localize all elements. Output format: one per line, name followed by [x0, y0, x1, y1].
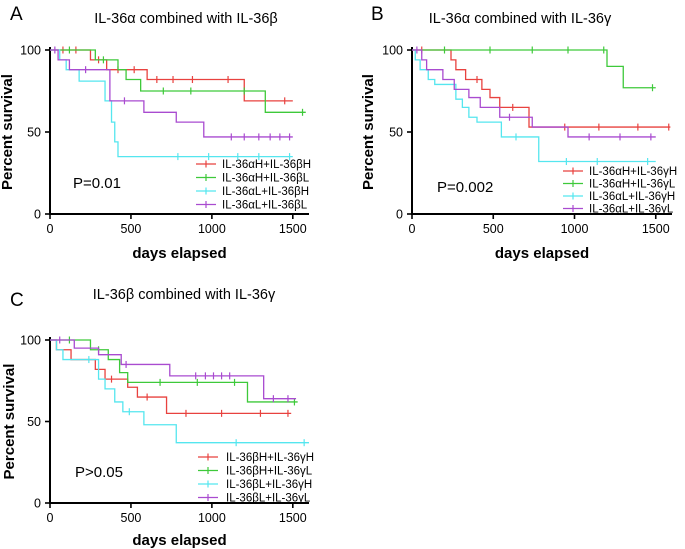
- x-axis-label: days elapsed: [132, 532, 226, 549]
- chart-title: IL-36β combined with IL-36γ: [93, 287, 276, 303]
- x-tick-label: 500: [121, 222, 142, 236]
- y-tick-label: 0: [34, 208, 41, 222]
- legend-label: IL-36αL+IL-36γH: [589, 191, 675, 203]
- legend-entry: IL-36αL+IL-36βH: [196, 186, 309, 198]
- legend-entry: IL-36αL+IL-36βL: [196, 200, 308, 212]
- series-3: [412, 49, 656, 166]
- survival-line: [50, 339, 298, 403]
- legend-label: IL-36αL+IL-36γL: [589, 204, 674, 216]
- legend-entry: IL-36αH+IL-36γH: [563, 166, 677, 178]
- survival-line: [412, 49, 656, 89]
- legend-entry: IL-36βH+IL-36γL: [198, 466, 313, 478]
- y-tick-label: 50: [27, 415, 41, 429]
- y-tick-label: 0: [34, 497, 41, 511]
- legend-label: IL-36αH+IL-36βL: [222, 173, 310, 185]
- legend-label: IL-36βH+IL-36γH: [226, 452, 314, 464]
- series-1: [50, 339, 292, 417]
- survival-line: [50, 339, 292, 414]
- legend-label: IL-36βL+IL-36γL: [226, 493, 311, 505]
- y-tick-label: 100: [20, 334, 41, 348]
- series-3: [50, 49, 293, 161]
- y-axis-label: Percent survival: [1, 364, 18, 480]
- x-tick-label: 500: [121, 511, 142, 525]
- legend-label: IL-36βL+IL-36γH: [226, 479, 312, 491]
- p-value: P=0.002: [437, 179, 493, 196]
- y-axis-label: Percent survival: [360, 74, 377, 190]
- legend-entry: IL-36βH+IL-36γH: [198, 452, 314, 464]
- y-axis-label: Percent survival: [0, 74, 16, 190]
- x-axis-label: days elapsed: [132, 245, 226, 262]
- y-tick-label: 50: [27, 126, 41, 140]
- legend-entry: IL-36βL+IL-36γL: [198, 493, 311, 505]
- legend-label: IL-36βH+IL-36γL: [226, 466, 313, 478]
- x-tick-label: 1500: [279, 222, 307, 236]
- series-4: [412, 46, 656, 141]
- chart-title: IL-36α combined with IL-36β: [94, 11, 278, 27]
- legend-label: IL-36αH+IL-36γH: [589, 166, 677, 178]
- legend-entry: IL-36αL+IL-36γL: [563, 204, 674, 216]
- survival-line: [412, 49, 656, 163]
- legend-entry: IL-36αH+IL-36βH: [196, 159, 311, 171]
- chart-title: IL-36α combined with IL-36γ: [429, 11, 612, 27]
- survival-line: [50, 49, 293, 102]
- y-tick-label: 0: [396, 208, 403, 222]
- x-tick-label: 1000: [561, 222, 589, 236]
- survival-line: [412, 49, 671, 128]
- y-tick-label: 100: [382, 44, 403, 58]
- series-2: [50, 46, 306, 116]
- panel-label: C: [10, 290, 24, 311]
- x-tick-label: 1500: [642, 222, 670, 236]
- x-tick-label: 500: [483, 222, 504, 236]
- survival-line: [412, 49, 656, 138]
- x-tick-label: 1000: [198, 222, 226, 236]
- series-4: [50, 336, 297, 403]
- series-1: [50, 46, 293, 105]
- p-value: P>0.05: [75, 464, 123, 481]
- panel-label: A: [10, 4, 23, 25]
- legend-entry: IL-36βL+IL-36γH: [198, 479, 312, 491]
- legend-entry: IL-36αH+IL-36γL: [563, 179, 676, 191]
- legend-label: IL-36αL+IL-36βL: [222, 200, 308, 212]
- legend-entry: IL-36αH+IL-36βL: [196, 173, 310, 185]
- legend-label: IL-36αL+IL-36βH: [222, 186, 309, 198]
- survival-line: [50, 49, 293, 138]
- panel-label: B: [371, 4, 384, 25]
- x-tick-label: 0: [47, 511, 54, 525]
- series-1: [412, 46, 671, 131]
- x-tick-label: 0: [47, 222, 54, 236]
- series-4: [50, 46, 293, 141]
- x-tick-label: 1000: [198, 511, 226, 525]
- legend-entry: IL-36αL+IL-36γH: [563, 191, 675, 203]
- y-tick-label: 50: [389, 126, 403, 140]
- series-2: [412, 46, 656, 92]
- survival-line: [50, 49, 293, 158]
- series-2: [50, 336, 298, 406]
- legend-label: IL-36αH+IL-36βH: [222, 159, 311, 171]
- p-value: P=0.01: [73, 175, 121, 192]
- legend-label: IL-36αH+IL-36γL: [589, 179, 676, 191]
- survival-line: [50, 49, 306, 113]
- series-3: [50, 339, 309, 447]
- survival-line: [50, 339, 297, 400]
- x-tick-label: 0: [409, 222, 416, 236]
- survival-line: [50, 339, 309, 444]
- x-axis-label: days elapsed: [495, 245, 589, 262]
- x-tick-label: 1500: [279, 511, 307, 525]
- y-tick-label: 100: [20, 44, 41, 58]
